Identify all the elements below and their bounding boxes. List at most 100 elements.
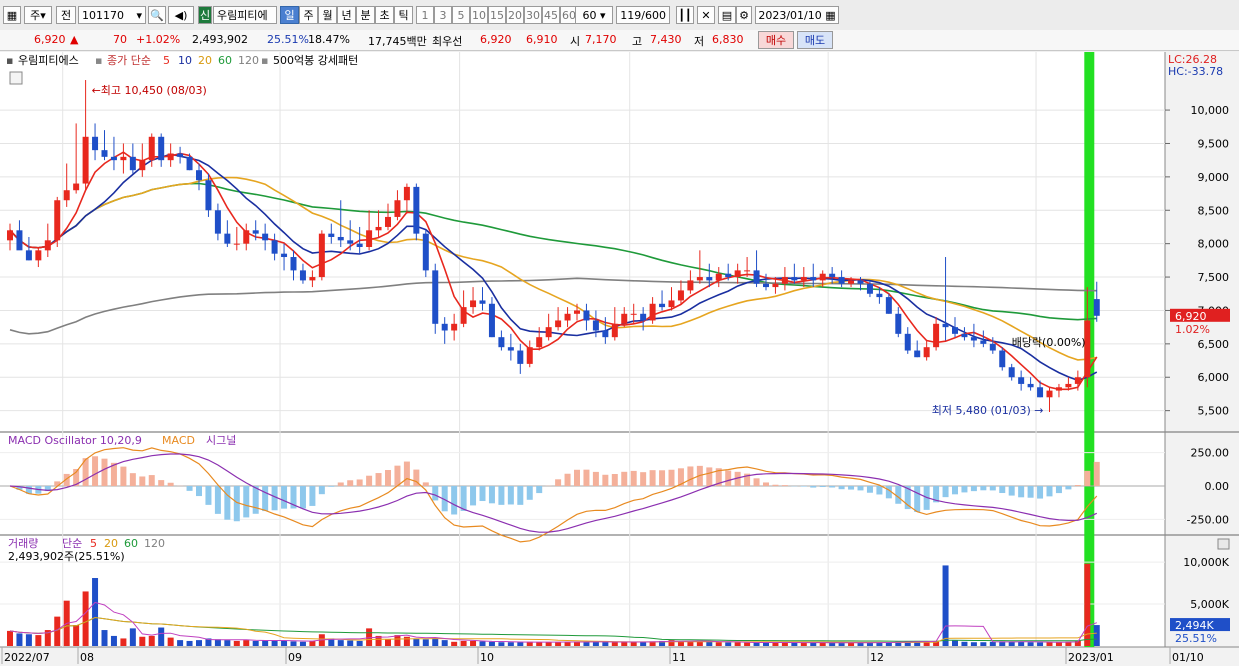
settings-icon[interactable]: ⚙ [736, 6, 752, 24]
volume-bar [734, 642, 741, 646]
buy-button[interactable]: 매수 [758, 31, 794, 49]
prev-button[interactable]: 전 [56, 6, 76, 24]
interval-button-3[interactable]: 3 [434, 6, 452, 24]
period-button-0[interactable]: 일 [280, 6, 299, 24]
legend-dot-icon: ▪ [261, 54, 268, 67]
candle-icon[interactable]: ┃┃ [676, 6, 694, 24]
volume-bar [271, 640, 278, 646]
candle-body [885, 297, 892, 314]
xaxis-label: 2022/07 [4, 651, 50, 664]
volume-bar [791, 642, 798, 646]
open-label: 시 [570, 35, 581, 48]
num-select-value: 60 [582, 9, 597, 22]
macd-osc-bar [1008, 486, 1015, 496]
speaker-icon[interactable]: ◀) [168, 6, 194, 24]
macd-osc-bar [366, 475, 373, 486]
period-button-5[interactable]: 초 [375, 6, 394, 24]
volume-bar [1018, 641, 1025, 646]
volume-bar [810, 642, 817, 646]
macd-osc-bar [866, 486, 873, 493]
macd-osc-bar [763, 482, 769, 486]
period-select[interactable]: 주▾ [24, 6, 52, 24]
candle-body [592, 320, 599, 331]
candle-body [25, 250, 32, 261]
search-icon[interactable]: 🔍 [148, 6, 166, 24]
last-price-label: 6,920 [1175, 310, 1207, 323]
vol-ratio: 25.51% [267, 33, 309, 46]
cross-icon[interactable]: ✕ [697, 6, 715, 24]
period-button-1[interactable]: 주 [299, 6, 318, 24]
price-tick-label: 6,500 [1198, 338, 1230, 351]
macd-osc-bar [441, 486, 448, 512]
volume-bar [281, 640, 288, 646]
macd-osc-bar [92, 456, 99, 486]
volume-bar [470, 640, 477, 646]
macd-tick-label: 250.00 [1191, 447, 1230, 460]
collapse-icon[interactable] [1217, 538, 1230, 550]
code-dropdown-icon[interactable]: ▾ [136, 9, 142, 22]
candle-body [696, 277, 703, 281]
period-button-2[interactable]: 월 [318, 6, 337, 24]
volume-bar [1055, 641, 1062, 646]
macd-osc-bar [451, 486, 458, 515]
price-value: 6,920 [34, 33, 66, 46]
volume-bar [110, 635, 117, 646]
candle-body [186, 156, 193, 171]
candle-body [1008, 367, 1015, 378]
interval-button-5[interactable]: 5 [452, 6, 470, 24]
volume-bar [659, 640, 666, 646]
volume-bar [649, 641, 656, 646]
macd-osc-bar [715, 468, 722, 486]
volume-bar [460, 640, 467, 646]
volume-bar [555, 641, 562, 646]
count-field[interactable]: 119/600 [616, 6, 670, 24]
macd-osc-bar [63, 473, 70, 486]
candle-body [574, 310, 580, 314]
stock-name[interactable]: 우림피티에 [213, 6, 277, 24]
candle-body [640, 313, 647, 321]
chart-menu-icon[interactable]: ▦ [3, 6, 21, 24]
table-icon[interactable]: ▤ [718, 6, 736, 24]
candle-body [290, 257, 297, 271]
code-input[interactable]: 101170 ▾ [78, 6, 146, 24]
num-select[interactable]: 60 ▾ [575, 6, 613, 24]
date-input[interactable]: 2023/01/10 ▦ [755, 6, 839, 24]
macd-osc-bar [25, 486, 32, 494]
price-panel-bg [0, 52, 1165, 432]
period-button-4[interactable]: 분 [356, 6, 375, 24]
macd-osc-bar [687, 466, 694, 486]
volume-bar [35, 635, 42, 646]
interval-button-20[interactable]: 20 [506, 6, 524, 24]
macd-osc-bar [1027, 486, 1034, 498]
candle-body [829, 273, 836, 278]
interval-button-45[interactable]: 45 [542, 6, 560, 24]
macd-osc-bar [942, 486, 949, 498]
macd-osc-bar [630, 470, 637, 486]
candle-body [16, 230, 23, 251]
macd-osc-bar [819, 486, 826, 488]
sell-button[interactable]: 매도 [797, 31, 833, 49]
volume-bar [895, 641, 902, 646]
xaxis-label: 2023/01 [1068, 651, 1114, 664]
macd-osc-bar [857, 486, 864, 491]
macd-osc-bar [621, 471, 628, 486]
xaxis-label: 10 [480, 651, 494, 664]
interval-button-1[interactable]: 1 [416, 6, 434, 24]
period-button-6[interactable]: 틱 [394, 6, 413, 24]
last-price-tag [1170, 308, 1230, 322]
ma60-label: 60 [218, 54, 232, 67]
grid-icon[interactable] [9, 71, 23, 85]
interval-button-15[interactable]: 15 [488, 6, 506, 24]
period-button-3[interactable]: 년 [337, 6, 356, 24]
settings-dots-icon[interactable]: ▪ [6, 54, 13, 67]
price-tick-label: 8,500 [1198, 204, 1230, 217]
vol-ma20-label: 20 [104, 537, 118, 550]
candle-body [706, 277, 713, 281]
volume-bar [375, 635, 382, 646]
interval-button-10[interactable]: 10 [470, 6, 488, 24]
interval-button-30[interactable]: 30 [524, 6, 542, 24]
candle-body [375, 226, 382, 231]
macd-osc-bar [800, 486, 807, 487]
stock-chart[interactable]: 10,0009,5009,0008,5008,0007,5007,0006,50… [0, 52, 1239, 666]
